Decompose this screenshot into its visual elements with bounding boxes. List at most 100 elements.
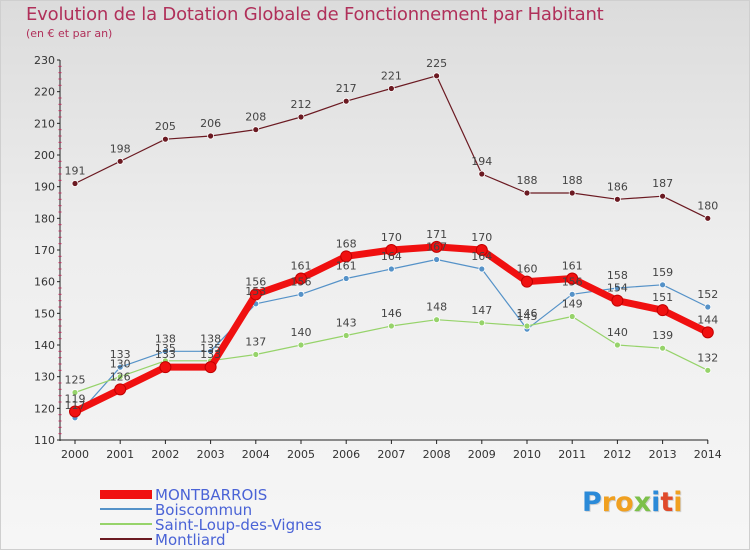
legend-swatch <box>100 538 152 540</box>
series-point-montliard <box>614 195 621 203</box>
data-label-boiscommun: 164 <box>381 250 402 263</box>
data-label-saint-loup-des-vignes: 137 <box>245 336 266 349</box>
series-point-montbarrois <box>204 361 217 374</box>
data-label-montliard: 205 <box>155 120 176 133</box>
y-tick-label: 180 <box>34 212 55 225</box>
proxiti-logo: Proxiti <box>582 487 683 518</box>
x-tick-label: 2000 <box>61 448 89 461</box>
series-point-boiscommun <box>116 363 124 371</box>
data-label-saint-loup-des-vignes: 148 <box>426 301 447 314</box>
data-label-montbarrois: 151 <box>652 291 673 304</box>
data-label-saint-loup-des-vignes: 132 <box>697 351 718 364</box>
data-label-boiscommun: 145 <box>517 310 538 323</box>
series-point-montbarrois <box>69 405 81 418</box>
x-tick-label: 2008 <box>423 448 451 461</box>
data-label-saint-loup-des-vignes: 125 <box>65 374 86 387</box>
data-label-montbarrois: 154 <box>607 282 628 295</box>
x-tick-label: 2005 <box>287 448 315 461</box>
data-label-montbarrois: 161 <box>291 260 312 273</box>
data-label-montbarrois: 170 <box>471 231 492 244</box>
data-label-boiscommun: 133 <box>110 348 131 361</box>
data-label-saint-loup-des-vignes: 146 <box>381 307 402 320</box>
data-label-saint-loup-des-vignes: 135 <box>200 342 221 355</box>
data-label-montbarrois: 160 <box>517 263 538 276</box>
y-tick-label: 120 <box>34 402 55 415</box>
data-label-montliard: 187 <box>652 177 673 190</box>
data-label-montliard: 225 <box>426 57 447 70</box>
logo-letter: P <box>582 487 602 518</box>
logo-letter: r <box>601 487 616 518</box>
series-point-montliard <box>704 214 712 222</box>
data-label-montbarrois: 133 <box>200 348 221 361</box>
y-tick-label: 160 <box>34 276 55 289</box>
y-tick-label: 140 <box>34 339 55 352</box>
data-label-saint-loup-des-vignes: 146 <box>517 307 538 320</box>
series-point-boiscommun <box>342 275 350 282</box>
x-tick-label: 2001 <box>106 448 134 461</box>
series-point-saint-loup-des-vignes <box>659 344 666 352</box>
y-tick-label: 200 <box>34 149 55 162</box>
series-point-montliard <box>342 97 350 105</box>
y-tick-label: 210 <box>34 117 55 130</box>
series-point-boiscommun <box>387 265 395 273</box>
data-label-saint-loup-des-vignes: 140 <box>291 326 312 339</box>
data-label-montliard: 188 <box>517 174 538 187</box>
data-label-saint-loup-des-vignes: 143 <box>336 317 357 330</box>
series-point-montliard <box>478 170 486 178</box>
series-point-montliard <box>659 192 666 200</box>
series-point-montbarrois <box>430 240 443 253</box>
data-label-montliard: 188 <box>562 174 583 187</box>
data-label-montliard: 208 <box>245 111 266 124</box>
x-tick-label: 2007 <box>377 448 405 461</box>
series-point-saint-loup-des-vignes <box>568 313 576 320</box>
data-label-boiscommun: 138 <box>155 332 176 345</box>
series-point-montbarrois <box>385 244 398 256</box>
series-point-saint-loup-des-vignes <box>71 389 79 396</box>
series-point-boiscommun <box>207 347 215 355</box>
data-label-montliard: 180 <box>697 199 718 212</box>
data-label-boiscommun: 161 <box>336 260 357 273</box>
legend-label: Boiscommun <box>155 501 253 519</box>
series-point-montbarrois <box>295 272 307 285</box>
data-label-saint-loup-des-vignes: 147 <box>471 304 492 317</box>
series-point-montliard <box>71 180 79 187</box>
data-label-montliard: 217 <box>336 82 357 95</box>
chart-subtitle: (en € et par an) <box>26 27 113 40</box>
series-point-montliard <box>161 135 169 143</box>
data-label-boiscommun: 167 <box>426 241 447 254</box>
data-label-boiscommun: 138 <box>200 332 221 345</box>
logo-letter: i <box>651 487 661 518</box>
series-point-saint-loup-des-vignes <box>116 373 124 381</box>
legend-label: MONTBARROIS <box>155 486 268 504</box>
series-point-montbarrois <box>159 361 172 374</box>
data-label-montliard: 221 <box>381 70 402 83</box>
data-label-montbarrois: 171 <box>426 228 447 241</box>
series-point-saint-loup-des-vignes <box>704 366 712 374</box>
data-label-montliard: 186 <box>607 180 628 193</box>
series-point-saint-loup-des-vignes <box>433 316 441 324</box>
y-tick-label: 220 <box>34 86 55 99</box>
data-label-montliard: 212 <box>291 98 312 111</box>
series-point-saint-loup-des-vignes <box>252 351 260 358</box>
y-tick-label: 110 <box>34 434 55 447</box>
legend-swatch <box>100 490 152 499</box>
data-label-boiscommun: 156 <box>291 275 312 288</box>
data-label-montbarrois: 170 <box>381 231 402 244</box>
series-point-saint-loup-des-vignes <box>523 322 531 330</box>
series-point-montbarrois <box>656 304 669 317</box>
legend-swatch <box>100 523 152 525</box>
x-tick-label: 2002 <box>151 448 179 461</box>
series-point-montliard <box>252 126 260 134</box>
data-label-montliard: 194 <box>471 155 492 168</box>
x-tick-label: 2010 <box>513 448 541 461</box>
series-point-montliard <box>433 72 441 80</box>
series-point-montbarrois <box>249 288 262 301</box>
series-point-saint-loup-des-vignes <box>478 319 486 327</box>
series-point-montliard <box>297 113 305 121</box>
data-label-saint-loup-des-vignes: 135 <box>155 342 176 355</box>
data-label-montliard: 191 <box>65 165 86 178</box>
chart-title: Evolution de la Dotation Globale de Fonc… <box>26 4 604 25</box>
y-tick-label: 230 <box>34 54 55 67</box>
series-point-boiscommun <box>478 265 486 273</box>
